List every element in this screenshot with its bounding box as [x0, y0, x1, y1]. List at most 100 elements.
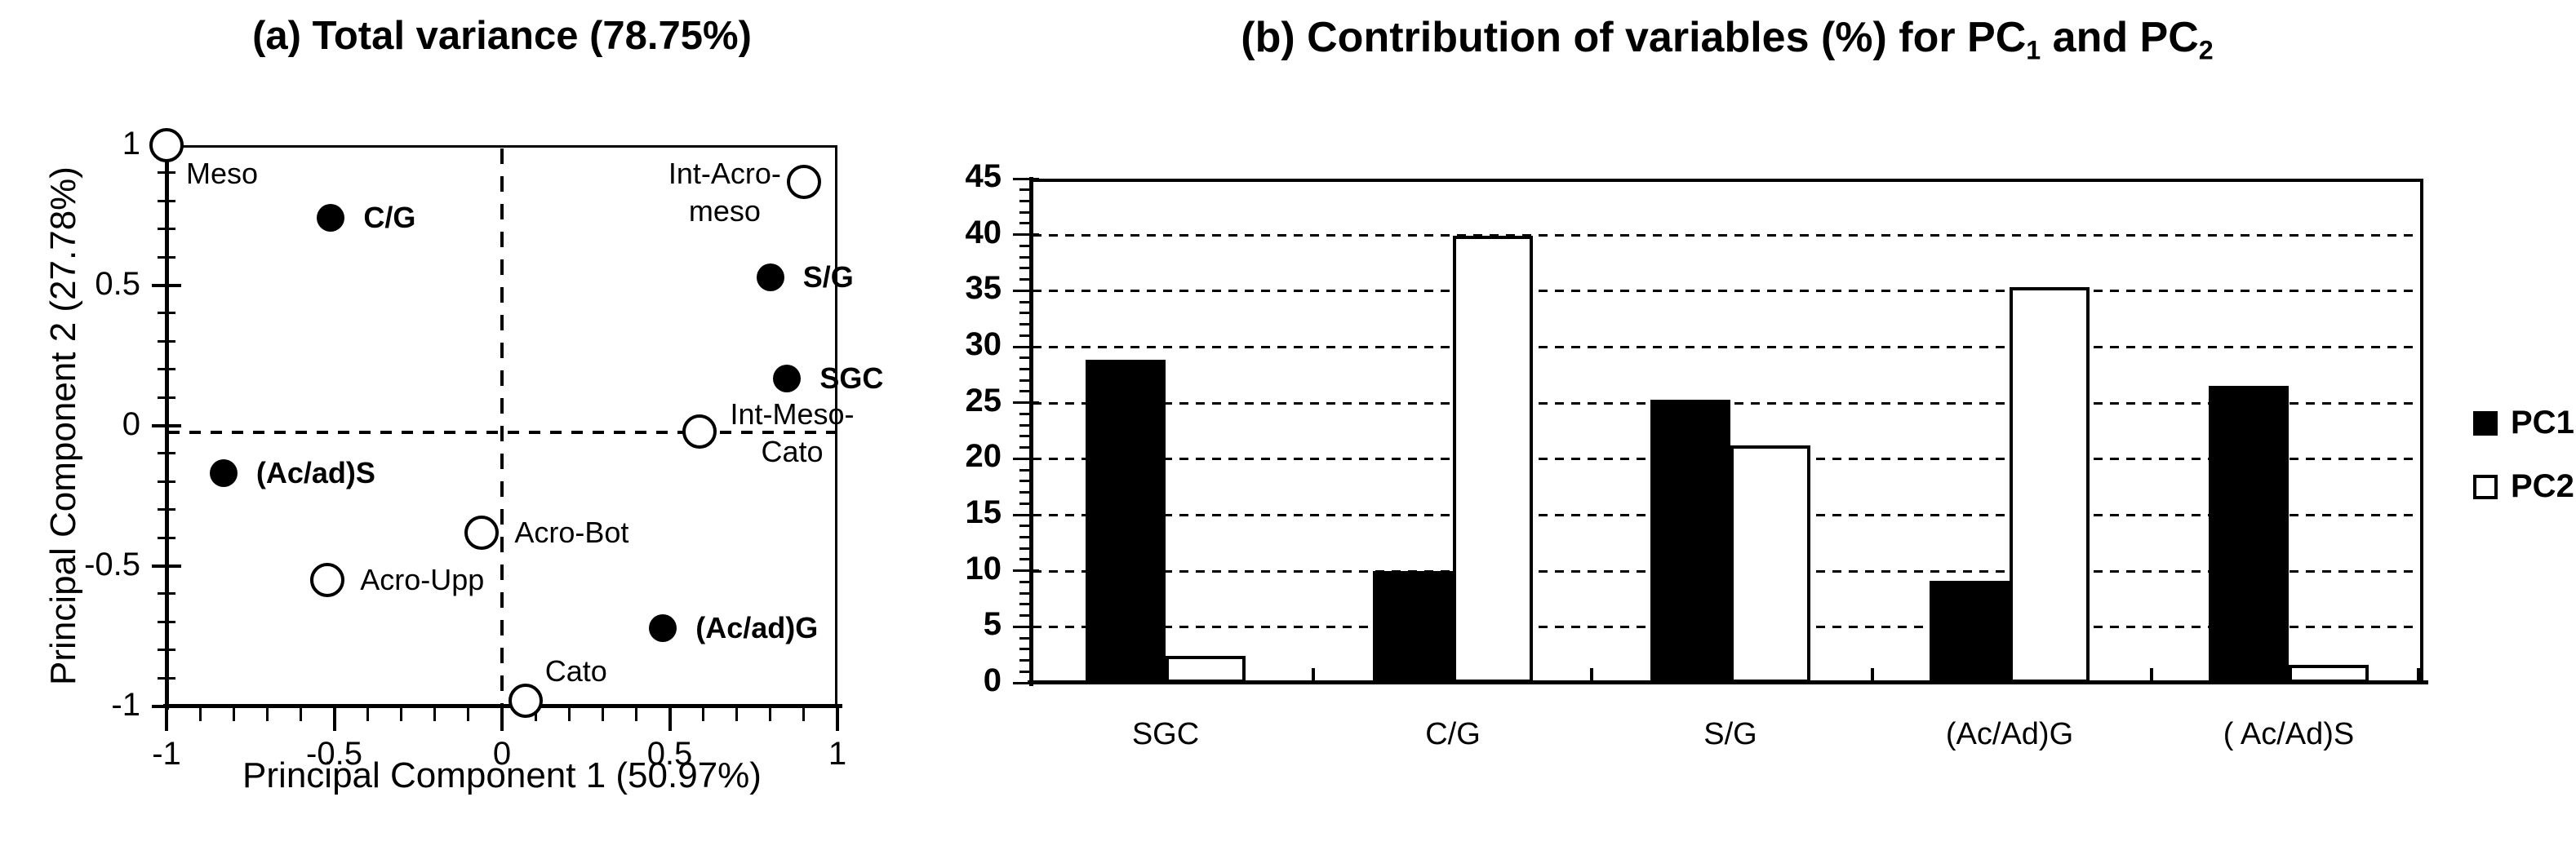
bar-pc2-4	[2289, 665, 2369, 683]
y-axis-minor-tick	[1019, 435, 1033, 438]
pc1-swatch-icon	[2473, 410, 2498, 436]
y-axis-major-tick	[1013, 233, 1039, 237]
scatter-point-label: Acro-Upp	[360, 563, 485, 597]
x-axis-major-tick	[500, 708, 504, 731]
y-axis-minor-tick	[158, 480, 175, 483]
scatter-point-label: Acro-Bot	[514, 515, 629, 549]
panel-b-plot-area: 0 5 10 15 20 25 30 35 40 45 SGC C/G S/G (Ac/Ad)G ( Ac/…	[966, 158, 2428, 751]
scatter-point-open	[464, 515, 500, 550]
gridline-40	[1033, 233, 2420, 237]
pc1-legend-label: PC1	[2511, 405, 2574, 441]
y-axis-tick-label: -1	[111, 687, 140, 723]
y-axis-major-tick	[152, 424, 181, 427]
legend-item-pc2: PC2	[2473, 468, 2574, 505]
scatter-point-label: (Ac/ad)G	[695, 610, 819, 644]
y-axis-minor-tick	[1019, 591, 1033, 595]
bar-pc2-1	[1453, 236, 1533, 683]
x-axis-boundary-tick	[1312, 668, 1315, 683]
category-label: (Ac/Ad)G	[1945, 717, 2074, 751]
panel-b-title-sub1: 1	[2026, 35, 2041, 65]
scatter-point-label: (Ac/ad)S	[255, 456, 375, 490]
x-axis-minor-tick	[198, 708, 202, 721]
y-axis-minor-tick	[1019, 222, 1033, 225]
y-axis-major-tick	[152, 705, 181, 708]
y-axis-minor-tick	[1019, 199, 1033, 202]
bar-pc2-0	[1166, 656, 1246, 683]
gridline-35	[1033, 290, 2420, 293]
y-axis-major-tick	[1013, 457, 1039, 460]
bar-pc1-3	[1930, 581, 2010, 683]
scatter-point-label: C/G	[363, 201, 416, 235]
scatter-point-filled	[209, 459, 238, 488]
x-axis-tick-label: 0	[492, 736, 512, 772]
y-axis-minor-tick	[1019, 547, 1033, 550]
y-axis-minor-tick	[1019, 525, 1033, 528]
legend-item-pc1: PC1	[2473, 405, 2574, 441]
y-axis-minor-tick	[1019, 379, 1033, 382]
y-axis-minor-tick	[1019, 491, 1033, 494]
x-axis-boundary-tick	[1871, 668, 1874, 683]
y-axis-minor-tick	[1019, 648, 1033, 651]
panel-b-title-mid: and PC	[2041, 14, 2199, 61]
x-axis-minor-tick	[802, 708, 806, 721]
y-axis-minor-tick	[1019, 446, 1033, 449]
x-axis-minor-tick	[299, 708, 302, 721]
scatter-point-filled	[773, 364, 802, 392]
gridline-30	[1033, 346, 2420, 348]
y-axis-tick-label: 30	[965, 326, 1002, 362]
y-axis-minor-tick	[158, 368, 175, 371]
y-axis-minor-tick	[1019, 502, 1033, 505]
bar-pc1-0	[1086, 360, 1166, 683]
y-axis-tick-label: 1	[122, 126, 140, 162]
y-axis-minor-tick	[1019, 210, 1033, 214]
y-axis-minor-tick	[1019, 390, 1033, 393]
y-axis-minor-tick	[1019, 312, 1033, 315]
y-axis-minor-tick	[158, 171, 175, 175]
x-axis-boundary-tick	[2417, 668, 2420, 683]
y-axis-minor-tick	[1019, 603, 1033, 606]
y-axis-minor-tick	[1019, 367, 1033, 370]
x-axis-major-tick	[332, 708, 336, 731]
bar-pc1-4	[2209, 386, 2289, 683]
y-axis-minor-tick	[158, 592, 175, 596]
y-axis-minor-tick	[158, 228, 175, 231]
y-axis-major-tick	[1013, 177, 1039, 180]
y-axis-minor-tick	[1019, 255, 1033, 259]
y-axis-major-tick	[1013, 625, 1039, 628]
y-axis-minor-tick	[158, 676, 175, 680]
y-axis-minor-tick	[1019, 535, 1033, 538]
y-axis-tick-label: 5	[983, 606, 1002, 643]
x-axis-minor-tick	[634, 708, 637, 721]
y-axis-minor-tick	[1019, 300, 1033, 303]
y-axis-minor-tick	[1019, 188, 1033, 192]
panel-b-right-border	[2420, 179, 2423, 683]
category-label: C/G	[1425, 717, 1481, 751]
x-axis-minor-tick	[265, 708, 269, 721]
category-label: S/G	[1703, 717, 1757, 751]
scatter-point-filled	[756, 263, 784, 291]
y-axis-minor-tick	[1019, 356, 1033, 360]
y-axis-tick-label: 40	[965, 214, 1002, 250]
bar-pc1-1	[1373, 570, 1453, 683]
y-axis-tick-label: 15	[965, 494, 1002, 530]
pc2-swatch-icon	[2473, 474, 2498, 499]
x-axis-boundary-tick	[1590, 668, 1593, 683]
y-axis-minor-tick	[158, 649, 175, 652]
y-axis-tick-label: 45	[965, 158, 1002, 194]
y-axis-tick-label: 20	[965, 438, 1002, 475]
y-axis-major-tick	[1013, 289, 1039, 292]
y-axis-minor-tick	[1019, 480, 1033, 483]
y-axis-minor-tick	[158, 312, 175, 315]
bar-pc2-2	[1730, 445, 1810, 683]
panel-a-top-border	[167, 145, 837, 148]
x-axis-major-tick	[836, 708, 839, 731]
y-axis-minor-tick	[1019, 614, 1033, 618]
x-axis-tick-label: 0.5	[646, 736, 693, 772]
y-axis-major-tick	[1013, 513, 1039, 516]
bar-pc1-2	[1650, 399, 1730, 683]
scatter-point-open	[149, 128, 184, 162]
y-axis-minor-tick	[1019, 558, 1033, 561]
category-label: SGC	[1131, 717, 1200, 751]
y-axis-major-tick	[1013, 401, 1039, 405]
